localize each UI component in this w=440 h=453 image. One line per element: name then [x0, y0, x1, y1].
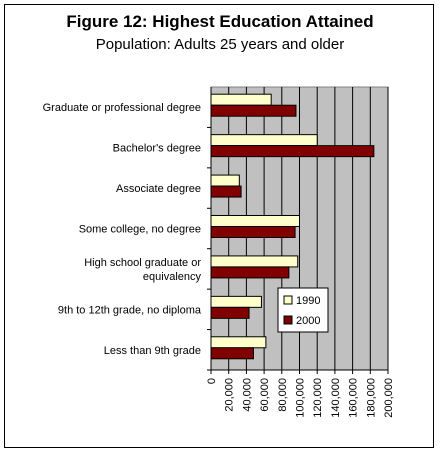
x-tick-label: 60,000 [259, 378, 271, 412]
chart-subtitle: Population: Adults 25 years and older [95, 36, 345, 53]
legend-swatch-2000 [283, 315, 293, 325]
x-tick-label: 0 [206, 378, 218, 384]
category-label: Bachelor's degree [113, 143, 201, 155]
bar-2000-1 [210, 145, 375, 158]
bar-2000-6 [210, 347, 254, 360]
x-tick-label: 160,000 [348, 378, 360, 418]
legend-label-2000: 2000 [296, 315, 320, 327]
x-tick-label: 200,000 [383, 378, 395, 418]
x-tick-label: 120,000 [312, 378, 324, 418]
category-label: 9th to 12th grade, no diploma [58, 304, 202, 316]
bar-1990-5 [210, 295, 262, 308]
legend-label-1990: 1990 [296, 295, 320, 307]
bar-2000-0 [210, 104, 297, 117]
bar-1990-0 [210, 93, 272, 106]
bar-2000-3 [210, 226, 296, 238]
x-tick-label: 140,000 [330, 378, 342, 418]
bar-1990-6 [210, 336, 267, 349]
bar-1990-2 [210, 174, 240, 187]
bar-1990-1 [210, 134, 318, 147]
category-label: High school graduate or [84, 257, 201, 269]
category-label: Associate degree [116, 183, 201, 195]
category-label: Graduate or professional degree [43, 102, 201, 114]
x-tick-label: 40,000 [241, 378, 253, 412]
category-label: equivalency [143, 271, 202, 283]
chart-title: Figure 12: Highest Education Attained [66, 12, 374, 31]
x-tick-label: 80,000 [277, 378, 289, 412]
bar-2000-5 [210, 306, 250, 319]
x-tick-label: 100,000 [295, 378, 307, 418]
bar-1990-4 [210, 255, 299, 268]
x-tick-label: 20,000 [224, 378, 236, 412]
category-label: Less than 9th grade [104, 345, 201, 357]
legend [277, 287, 329, 333]
x-tick-label: 180,000 [365, 378, 377, 418]
bar-2000-4 [210, 266, 290, 279]
bar-2000-2 [210, 185, 242, 198]
bar-1990-3 [210, 215, 300, 227]
category-label: Some college, no degree [79, 224, 201, 236]
legend-swatch-1990 [283, 295, 293, 305]
